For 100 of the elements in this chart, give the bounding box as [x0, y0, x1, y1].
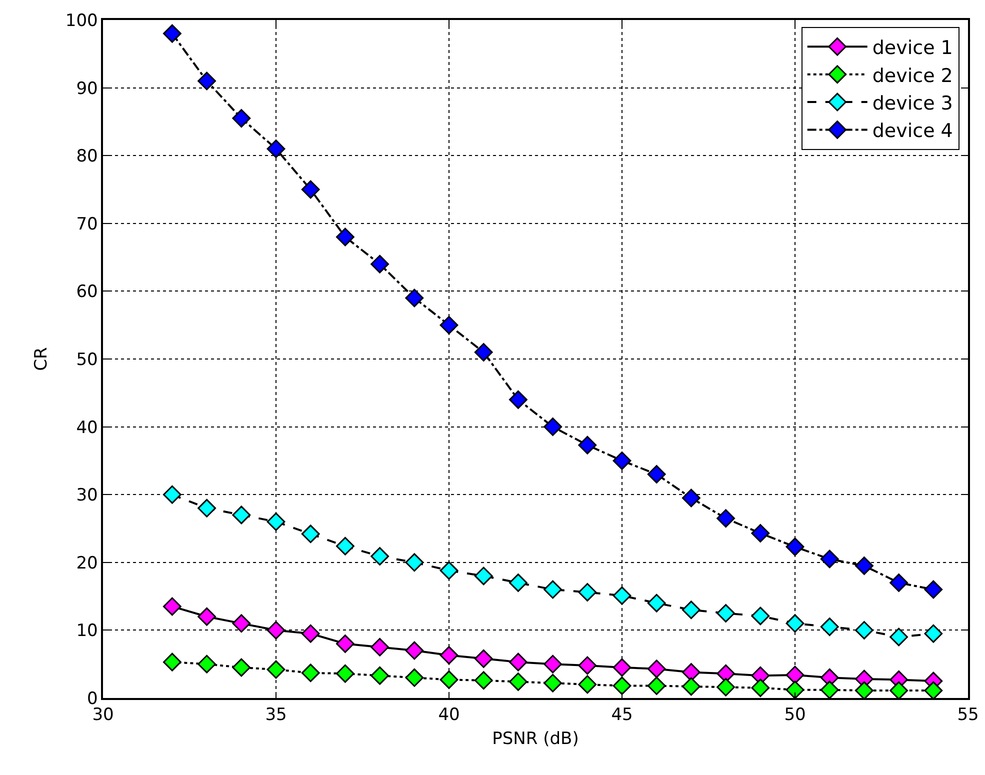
- point: [544, 654, 562, 674]
- y-tick-label: 10: [76, 621, 98, 642]
- point: [578, 436, 597, 454]
- point: [751, 524, 770, 542]
- point: [716, 509, 735, 528]
- point: [198, 654, 216, 674]
- point: [544, 418, 562, 436]
- point: [440, 670, 458, 689]
- point: [786, 666, 804, 684]
- point: [198, 498, 216, 518]
- point: [716, 678, 735, 696]
- point: [405, 668, 424, 687]
- point: [474, 671, 493, 690]
- point: [612, 586, 632, 605]
- legend-label: device 1: [872, 37, 953, 60]
- point: [370, 666, 389, 685]
- point: [509, 672, 528, 691]
- point: [474, 566, 493, 586]
- x-axis-title: PSNR (dB): [492, 729, 579, 750]
- point: [232, 109, 251, 128]
- point: [612, 658, 632, 677]
- point: [198, 607, 216, 626]
- point: [232, 658, 251, 677]
- y-tick-label: 80: [76, 146, 98, 167]
- legend-label: device 2: [872, 64, 953, 87]
- point: [751, 678, 770, 698]
- point: [163, 652, 182, 672]
- point: [370, 547, 389, 566]
- point: [405, 641, 424, 660]
- point: [370, 254, 389, 274]
- point: [890, 574, 908, 592]
- point: [786, 538, 804, 556]
- point: [924, 580, 943, 599]
- point: [682, 677, 700, 696]
- x-tick-label: 55: [957, 705, 979, 726]
- y-tick-label: 50: [76, 350, 98, 370]
- point: [855, 556, 874, 575]
- point: [578, 656, 597, 675]
- point: [301, 624, 320, 643]
- point: [544, 580, 562, 599]
- point: [301, 664, 320, 682]
- point: [890, 628, 908, 646]
- point: [440, 316, 458, 334]
- point: [232, 614, 251, 633]
- point: [682, 488, 700, 508]
- point: [647, 594, 666, 612]
- point: [786, 680, 804, 698]
- x-tick-label: 40: [438, 705, 460, 726]
- point: [924, 681, 943, 698]
- point: [820, 680, 839, 698]
- point: [820, 618, 839, 636]
- x-tick-label: 30: [92, 705, 114, 726]
- point: [890, 681, 908, 698]
- point: [163, 485, 182, 504]
- point: [266, 512, 286, 531]
- point: [163, 24, 182, 43]
- point: [786, 614, 804, 633]
- y-tick-label: 90: [76, 78, 98, 99]
- y-tick-label: 60: [76, 282, 98, 302]
- point: [266, 660, 286, 679]
- point: [440, 646, 458, 664]
- point: [405, 553, 424, 572]
- x-tick-label: 45: [611, 705, 633, 726]
- point: [163, 597, 182, 616]
- point: [266, 621, 286, 640]
- point: [336, 634, 354, 653]
- point: [474, 649, 493, 668]
- point: [647, 660, 666, 678]
- point: [716, 604, 735, 622]
- point: [474, 343, 493, 362]
- point: [682, 663, 700, 682]
- point: [336, 536, 354, 556]
- point: [198, 72, 216, 90]
- point: [578, 583, 597, 602]
- point: [612, 676, 632, 695]
- point: [440, 561, 458, 580]
- point: [647, 465, 666, 484]
- point: [232, 506, 251, 524]
- y-tick-label: 70: [76, 214, 98, 234]
- point: [578, 675, 597, 694]
- point: [682, 600, 700, 620]
- point: [266, 140, 286, 158]
- x-tick-label: 35: [265, 705, 287, 726]
- point: [924, 624, 943, 643]
- legend-label: device 4: [872, 120, 953, 142]
- y-tick-label: 20: [76, 553, 98, 574]
- point: [405, 288, 424, 308]
- point: [301, 180, 320, 199]
- y-tick-label: 100: [65, 10, 98, 31]
- point: [612, 452, 632, 470]
- point: [336, 228, 354, 246]
- y-tick-label: 40: [76, 418, 98, 438]
- y-tick-label: 30: [76, 486, 98, 506]
- point: [647, 676, 666, 695]
- point: [336, 664, 354, 683]
- point: [820, 550, 839, 568]
- point: [301, 524, 320, 544]
- y-axis-title: CR: [31, 346, 52, 371]
- legend-label: device 3: [872, 92, 953, 114]
- point: [509, 574, 528, 592]
